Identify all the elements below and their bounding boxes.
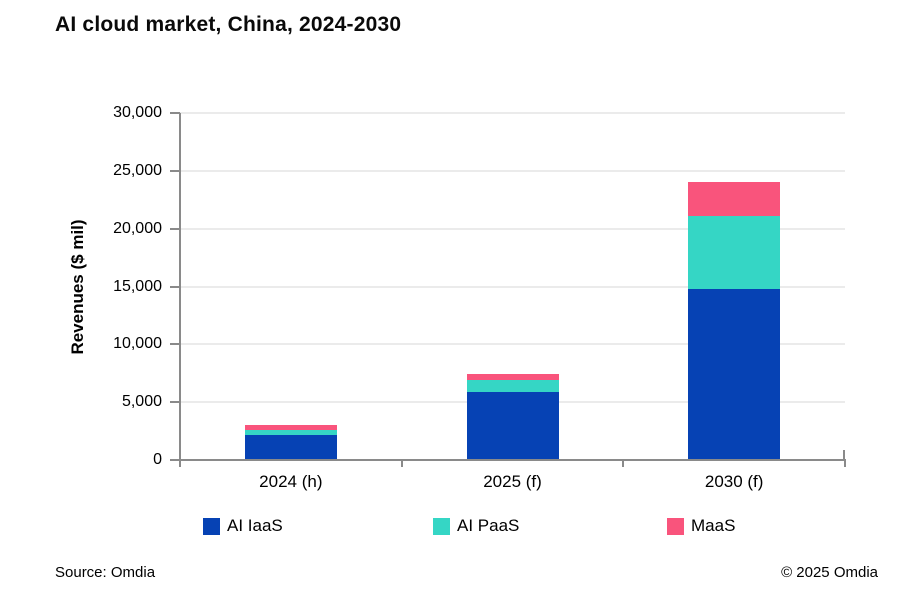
bar-segment-maas — [244, 425, 337, 430]
gridline — [180, 227, 845, 230]
y-tick-label: 30,000 — [113, 104, 162, 121]
legend-label: AI PaaS — [457, 516, 520, 535]
bar-segment-ai-iaas — [244, 434, 337, 460]
gridline — [180, 343, 845, 346]
y-axis-tick — [170, 285, 180, 288]
y-tick-label: 10,000 — [113, 335, 162, 353]
gridline — [180, 169, 845, 172]
legend-item-ai-paas: AI PaaS — [433, 516, 519, 536]
bar-segment-ai-paas — [688, 215, 781, 289]
y-tick-label: 5,000 — [121, 393, 162, 411]
y-tick-label: 20,000 — [113, 219, 162, 237]
x-tick-label: 2025 (f) — [483, 472, 542, 491]
y-tick-label: 15,000 — [113, 277, 162, 295]
chart-title: AI cloud market, China, 2024-2030 — [55, 13, 402, 36]
legend-item-ai-iaas: AI IaaS — [203, 516, 283, 536]
bar-segment-ai-iaas — [688, 288, 781, 460]
copyright-note: © 2025 Omdia — [781, 564, 878, 581]
y-tick-label: 0 — [153, 451, 162, 468]
gridline — [180, 112, 845, 114]
x-axis-line — [170, 459, 846, 461]
x-axis-tick — [179, 461, 181, 467]
legend-swatch-icon — [667, 517, 684, 535]
y-axis-tick — [170, 169, 180, 172]
x-axis-end-tick — [843, 450, 845, 459]
x-tick-label: 2030 (f) — [704, 472, 764, 491]
x-axis-tick — [622, 461, 625, 467]
gridline — [180, 285, 845, 288]
bar-segment-ai-paas — [466, 380, 559, 392]
x-axis-tick — [844, 461, 846, 467]
legend-label: AI IaaS — [227, 516, 283, 535]
source-note: Source: Omdia — [55, 564, 156, 581]
y-axis-tick — [170, 401, 180, 404]
bar-segment-maas — [466, 374, 559, 381]
legend-label: MaaS — [691, 516, 736, 535]
legend-item-maas: MaaS — [667, 516, 735, 536]
bar-segment-ai-iaas — [466, 391, 559, 460]
bar-segment-ai-paas — [244, 429, 337, 435]
y-axis-tick — [170, 112, 180, 114]
legend-swatch-icon — [433, 517, 450, 535]
legend-swatch-icon — [203, 517, 220, 535]
y-axis-tick — [170, 343, 180, 346]
bar-segment-maas — [688, 182, 781, 216]
y-axis-tick — [170, 227, 180, 230]
y-axis-line — [179, 113, 181, 462]
x-tick-label: 2024 (h) — [259, 472, 323, 491]
x-axis-tick — [400, 461, 403, 467]
y-tick-label: 25,000 — [113, 161, 162, 179]
